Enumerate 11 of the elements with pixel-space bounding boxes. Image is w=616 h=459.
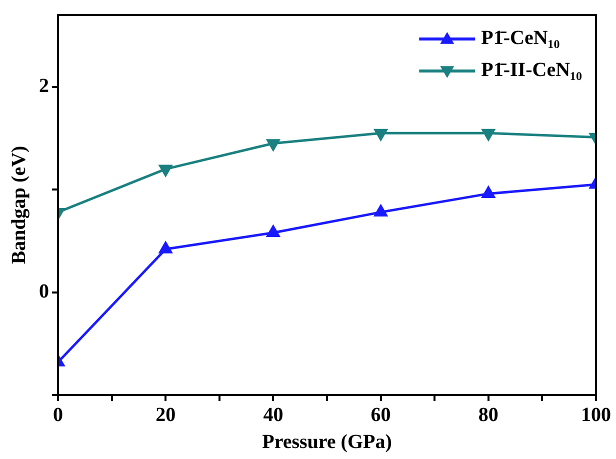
x-tick-label: 80 xyxy=(478,404,498,426)
legend-label: P1̄-CeN₁₀ xyxy=(481,27,560,50)
x-tick-label: 0 xyxy=(53,404,63,426)
x-tick-label: 100 xyxy=(581,404,611,426)
y-axis-title: Bandgap (eV) xyxy=(8,146,30,264)
x-tick-label: 40 xyxy=(263,404,284,426)
x-tick-label: 20 xyxy=(156,404,176,426)
legend-label: P1̄-II-CeN₁₀ xyxy=(481,59,582,82)
x-tick-label: 60 xyxy=(370,404,391,426)
y-tick-label: 2 xyxy=(39,75,49,98)
x-axis-title: Pressure (GPa) xyxy=(262,431,392,454)
